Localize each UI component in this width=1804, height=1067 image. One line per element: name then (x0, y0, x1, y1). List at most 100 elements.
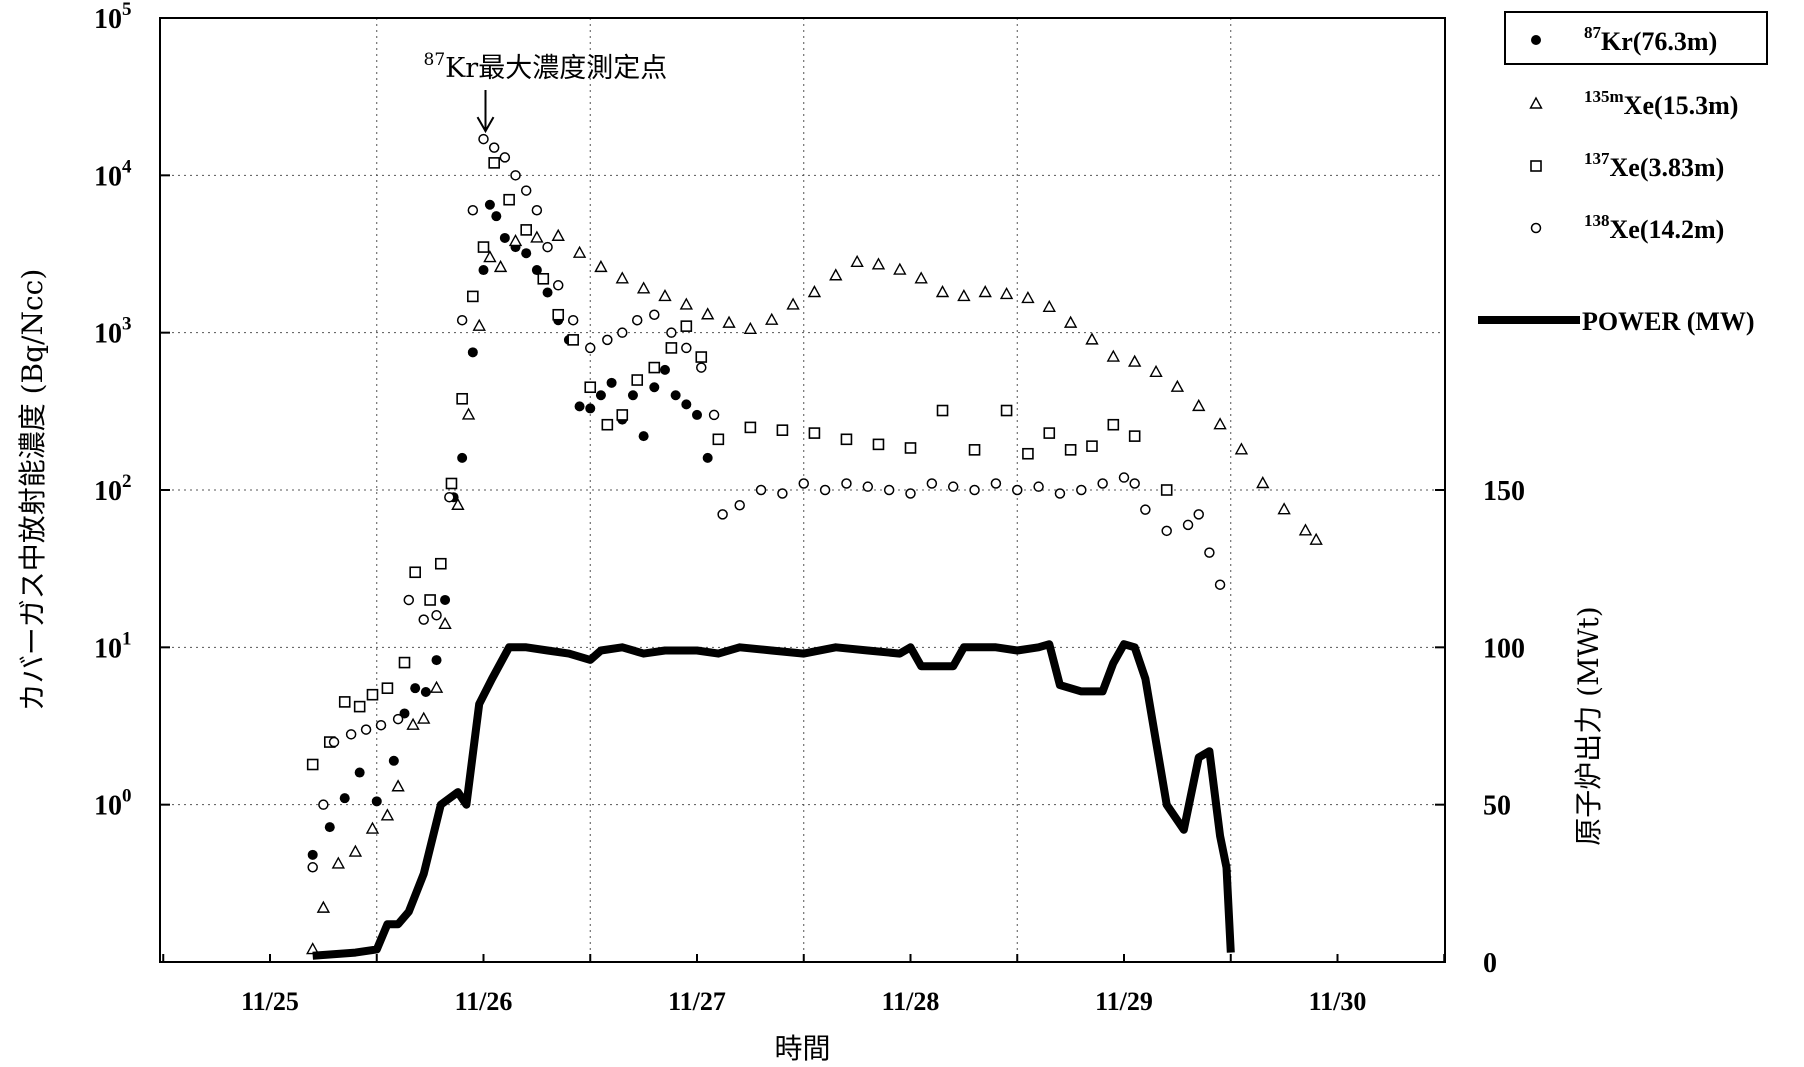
data-point (905, 488, 916, 499)
data-point (483, 250, 497, 263)
data-point (584, 381, 597, 394)
data-point (670, 390, 681, 401)
data-point (410, 683, 421, 694)
data-point (530, 230, 544, 243)
data-point (510, 170, 521, 181)
data-point (850, 254, 864, 268)
x-axis-ticks: 11/25 11/26 11/27 11/28 11/29 11/30 (162, 954, 1446, 1016)
data-point (1012, 484, 1023, 496)
data-point (424, 594, 436, 606)
data-point (681, 399, 692, 410)
data-point (914, 271, 928, 284)
data-point (348, 844, 363, 857)
legend-label: POWER (MW) (1582, 307, 1755, 336)
data-point (692, 409, 702, 420)
data-point (508, 233, 523, 247)
data-point (472, 318, 486, 331)
data-point (1054, 488, 1066, 499)
data-point (947, 481, 959, 492)
data-point (734, 499, 745, 511)
data-point (403, 594, 415, 606)
legend-label: 137Xe(3.83m) (1584, 149, 1724, 182)
data-point (488, 142, 500, 153)
data-point (392, 713, 404, 725)
series-thick-line (312, 640, 1235, 960)
legend-item: POWER (MW) (1478, 307, 1755, 336)
data-point (406, 717, 420, 730)
data-point (627, 390, 638, 401)
y-left-tick-label: 105 (94, 0, 132, 35)
data-point (695, 351, 708, 363)
data-point (786, 297, 800, 310)
data-point (594, 259, 608, 273)
x-tick-label: 11/25 (241, 987, 299, 1016)
data-point (681, 342, 692, 354)
legend-marker (1529, 96, 1543, 109)
data-point (702, 452, 713, 463)
data-point (1140, 504, 1151, 515)
data-point (551, 228, 565, 241)
data-point (418, 614, 429, 625)
data-point (968, 444, 981, 456)
data-point (417, 711, 431, 724)
x-axis-title: 時間 (774, 1032, 830, 1065)
data-point (936, 404, 949, 417)
data-point (572, 245, 587, 258)
data-point (776, 424, 789, 436)
legend-marker (1530, 160, 1542, 172)
data-point (521, 248, 532, 259)
annotation-label: 87Kr最大濃度測定点 (424, 50, 668, 84)
series-filled-circle (307, 199, 713, 860)
data-point (316, 900, 331, 913)
data-point (957, 288, 971, 302)
data-point (371, 796, 382, 807)
data-point (935, 285, 950, 298)
data-point (307, 862, 318, 873)
data-point (354, 767, 365, 778)
power-line (312, 640, 1235, 960)
data-point (708, 409, 720, 421)
data-point (537, 272, 550, 285)
data-point (601, 418, 614, 431)
data-point (1107, 418, 1120, 431)
data-point (665, 342, 678, 354)
annotation-text: Kr最大濃度測定点 (445, 53, 667, 84)
data-point (567, 314, 579, 326)
data-point (1277, 502, 1291, 515)
x-tick-label: 11/26 (455, 987, 513, 1016)
data-point (567, 334, 579, 346)
data-point (978, 285, 992, 298)
data-point (615, 271, 629, 284)
data-point (391, 779, 405, 792)
y-right-tick-label: 100 (1483, 633, 1525, 664)
data-point (499, 152, 511, 163)
data-point (883, 484, 895, 496)
data-point (649, 309, 660, 320)
y-left-tick-label: 102 (94, 471, 132, 507)
x-tick-label: 11/27 (668, 987, 726, 1016)
data-point (318, 799, 329, 810)
legend-label: 135mXe(15.3m) (1584, 87, 1738, 120)
y-left-tick-label: 101 (94, 628, 132, 664)
data-point (617, 327, 628, 338)
data-point (1234, 442, 1249, 455)
data-point (331, 856, 346, 869)
data-point (451, 497, 465, 510)
data-point (808, 427, 821, 439)
data-point (1204, 547, 1215, 558)
annotation-superscript: 87 (424, 50, 446, 70)
x-tick-label: 11/29 (1095, 987, 1153, 1016)
legend-item: 138Xe(14.2m) (1530, 211, 1724, 244)
data-point (658, 288, 672, 302)
data-point (722, 315, 736, 328)
data-point (1064, 444, 1077, 456)
data-point (456, 392, 468, 405)
data-point (1161, 525, 1172, 537)
data-point (1076, 484, 1087, 496)
data-point (700, 307, 715, 320)
data-point (696, 362, 707, 373)
legend-marker (1531, 35, 1541, 45)
data-point (338, 696, 351, 708)
data-point (324, 822, 335, 833)
legend-marker (1530, 222, 1542, 234)
